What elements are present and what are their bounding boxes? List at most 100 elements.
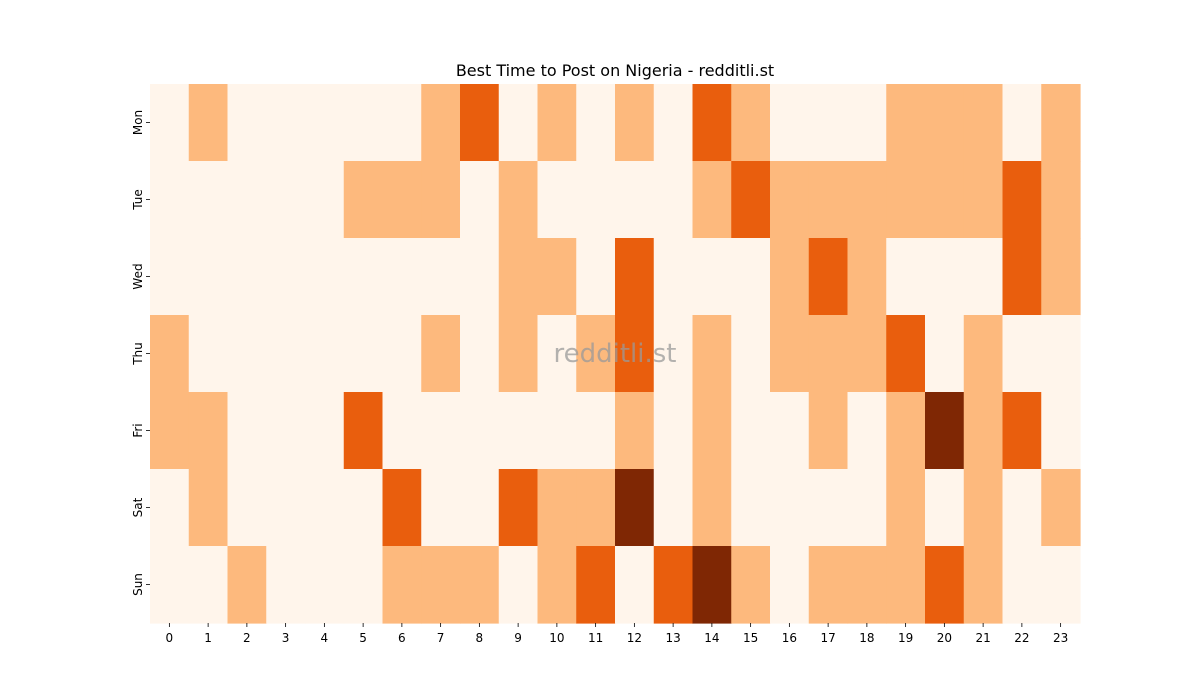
chart-title: Best Time to Post on Nigeria - redditli.…: [456, 61, 774, 80]
heatmap-cell-sat-12: [615, 469, 655, 547]
heatmap-cell-wed-1: [188, 238, 229, 316]
heatmap-cell-wed-6: [382, 238, 422, 316]
heatmap-cell-thu-21: [963, 315, 1004, 393]
heatmap-cell-sun-2: [227, 546, 267, 624]
heatmap-cell-mon-4: [305, 84, 345, 162]
heatmap-cell-wed-11: [576, 238, 616, 316]
heatmap-cell-fri-11: [576, 392, 616, 470]
x-tick-label: 1: [204, 631, 212, 645]
heatmap-cell-sun-8: [460, 546, 500, 624]
x-tick-label: 22: [1014, 631, 1029, 645]
heatmap-cell-sun-14: [692, 546, 732, 624]
heatmap-cell-wed-20: [925, 238, 965, 316]
heatmap-cell-mon-14: [692, 84, 732, 162]
heatmap-cell-sat-3: [266, 469, 306, 547]
x-tick-label: 8: [476, 631, 484, 645]
heatmap-cell-tue-4: [305, 161, 345, 239]
x-tick-label: 20: [937, 631, 952, 645]
heatmap-cell-thu-15: [731, 315, 771, 393]
heatmap-cell-fri-17: [808, 392, 849, 470]
heatmap-cell-tue-20: [925, 161, 965, 239]
y-tick-label: Tue: [131, 189, 145, 211]
heatmap-cell-tue-15: [731, 161, 771, 239]
y-tick-label: Wed: [131, 263, 145, 289]
heatmap-cell-sat-21: [963, 469, 1004, 547]
heatmap-cell-wed-19: [886, 238, 926, 316]
x-tick-label: 0: [166, 631, 174, 645]
watermark-text: redditli.st: [554, 339, 677, 369]
heatmap-cell-tue-7: [421, 161, 461, 239]
x-tick-label: 19: [898, 631, 913, 645]
heatmap-cell-sat-11: [576, 469, 616, 547]
heatmap-cell-thu-14: [692, 315, 732, 393]
heatmap-cell-sat-6: [382, 469, 422, 547]
heatmap-cell-mon-17: [808, 84, 849, 162]
heatmap-cell-sat-14: [692, 469, 732, 547]
heatmap-cell-mon-6: [382, 84, 422, 162]
heatmap-cell-sun-22: [1002, 546, 1042, 624]
heatmap-cell-thu-18: [847, 315, 887, 393]
heatmap-cell-wed-8: [460, 238, 500, 316]
heatmap-cell-sat-18: [847, 469, 887, 547]
heatmap-cell-tue-0: [150, 161, 190, 239]
heatmap-cell-wed-0: [150, 238, 190, 316]
heatmap-cell-fri-10: [537, 392, 577, 470]
heatmap-cell-sun-4: [305, 546, 345, 624]
heatmap-cell-tue-19: [886, 161, 926, 239]
heatmap-cell-fri-3: [266, 392, 306, 470]
heatmap-cell-tue-16: [770, 161, 810, 239]
heatmap-cell-wed-16: [770, 238, 810, 316]
y-tick-label: Sun: [131, 573, 145, 596]
heatmap-cell-mon-13: [653, 84, 694, 162]
x-tick-label: 2: [243, 631, 251, 645]
heatmap-cell-thu-19: [886, 315, 926, 393]
heatmap-cell-sun-12: [615, 546, 655, 624]
heatmap-cell-thu-2: [227, 315, 267, 393]
heatmap-cell-tue-2: [227, 161, 267, 239]
heatmap-cell-mon-18: [847, 84, 887, 162]
heatmap-cell-sat-15: [731, 469, 771, 547]
heatmap-cell-thu-16: [770, 315, 810, 393]
heatmap-cell-mon-10: [537, 84, 577, 162]
heatmap-cell-thu-13: [653, 315, 694, 393]
heatmap-cell-sat-19: [886, 469, 926, 547]
heatmap-cell-wed-7: [421, 238, 461, 316]
heatmap-cell-mon-1: [188, 84, 229, 162]
heatmap-cell-tue-10: [537, 161, 577, 239]
heatmap-cell-thu-7: [421, 315, 461, 393]
heatmap-cell-sat-4: [305, 469, 345, 547]
heatmap-cell-fri-21: [963, 392, 1004, 470]
heatmap-cell-wed-4: [305, 238, 345, 316]
heatmap-cell-sat-17: [808, 469, 849, 547]
heatmap-cell-mon-22: [1002, 84, 1042, 162]
heatmap-cell-fri-12: [615, 392, 655, 470]
heatmap-cell-fri-2: [227, 392, 267, 470]
heatmap-cell-mon-0: [150, 84, 190, 162]
heatmap-cell-wed-18: [847, 238, 887, 316]
heatmap-cell-fri-1: [188, 392, 229, 470]
heatmap-cell-fri-22: [1002, 392, 1042, 470]
heatmap-cell-tue-17: [808, 161, 849, 239]
heatmap-cell-mon-7: [421, 84, 461, 162]
heatmap-cell-wed-9: [498, 238, 539, 316]
heatmap-cell-tue-12: [615, 161, 655, 239]
heatmap-cell-sun-17: [808, 546, 849, 624]
heatmap-cell-thu-17: [808, 315, 849, 393]
heatmap-cell-sat-9: [498, 469, 539, 547]
x-tick-label: 3: [282, 631, 290, 645]
heatmap-cell-mon-11: [576, 84, 616, 162]
heatmap-cell-thu-22: [1002, 315, 1042, 393]
heatmap-cell-sun-3: [266, 546, 306, 624]
x-tick-label: 21: [975, 631, 990, 645]
heatmap-cell-sun-15: [731, 546, 771, 624]
heatmap-cell-thu-9: [498, 315, 539, 393]
heatmap-cell-wed-14: [692, 238, 732, 316]
heatmap-cell-mon-19: [886, 84, 926, 162]
heatmap-cell-sun-1: [188, 546, 229, 624]
heatmap-cell-wed-2: [227, 238, 267, 316]
heatmap-cell-thu-23: [1041, 315, 1081, 393]
heatmap-cell-fri-20: [925, 392, 965, 470]
heatmap-cell-wed-13: [653, 238, 694, 316]
heatmap-cell-wed-21: [963, 238, 1004, 316]
heatmap-cell-mon-8: [460, 84, 500, 162]
